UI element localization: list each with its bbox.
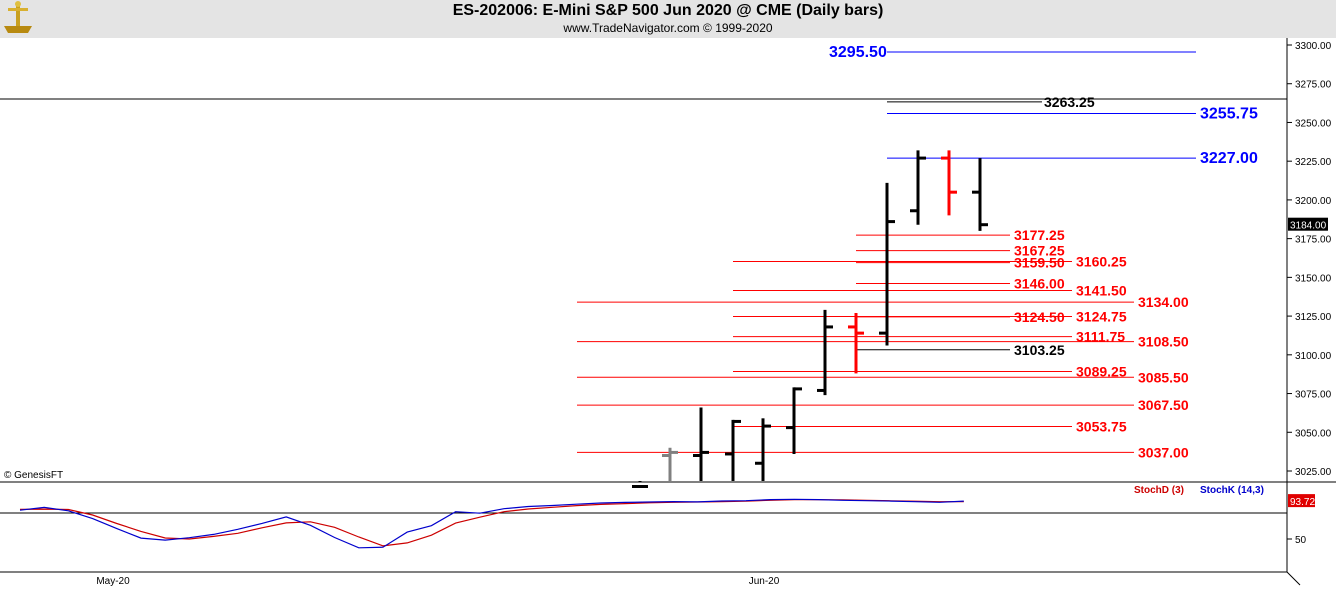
ohlc-bar (786, 387, 802, 454)
time-axis-label: May-20 (96, 576, 130, 587)
panel-borders (0, 38, 1336, 586)
stoch-k-legend: StochK (14,3) (1200, 485, 1264, 496)
genesis-logo-icon (4, 1, 32, 33)
level-label: 3124.75 (1076, 308, 1127, 324)
level-label: 3053.75 (1076, 418, 1127, 434)
time-axis: May-20 Jun-20 (96, 576, 779, 587)
ohlc-bar (662, 447, 678, 481)
level-label: 3227.00 (1200, 150, 1258, 167)
ohlc-bar (972, 158, 988, 231)
stochastic-panel: StochD (3) StochK (14,3) 50 93.72 (0, 485, 1315, 549)
price-tick-label: 3100.00 (1295, 351, 1332, 362)
price-tick-label: 3175.00 (1295, 235, 1332, 246)
level-label: 3085.50 (1138, 369, 1189, 385)
chart-header (0, 0, 1336, 38)
level-label: 3167.25 (1014, 243, 1065, 259)
price-axis: 3300.00 3275.00 3250.00 3225.00 3200.00 3175.… (1287, 41, 1332, 478)
ohlc-bar (632, 481, 648, 488)
stoch-last-value-box (1288, 494, 1315, 508)
price-tick-label: 3300.00 (1295, 41, 1332, 52)
last-price-label: 3184.00 (1290, 221, 1327, 232)
level-label: 3295.50 (829, 44, 887, 61)
price-tick-label: 3150.00 (1295, 273, 1332, 284)
price-tick-label: 3025.00 (1295, 467, 1332, 478)
level-label: 3134.00 (1138, 294, 1189, 310)
stoch-last-value-label: 93.72 (1290, 497, 1315, 508)
level-label: 3111.75 (1076, 329, 1125, 345)
level-label: 3108.50 (1138, 334, 1189, 350)
level-label: 3263.25 (1044, 94, 1095, 110)
price-tick-label: 3200.00 (1295, 196, 1332, 207)
ohlc-bar (879, 182, 895, 346)
ohlc-bar (848, 312, 864, 374)
stoch-d-legend: StochD (3) (1134, 485, 1184, 496)
level-label: 3141.50 (1076, 283, 1127, 299)
price-tick-label: 3050.00 (1295, 428, 1332, 439)
ohlc-bar (817, 309, 833, 396)
price-tick-label: 3250.00 (1295, 118, 1332, 129)
level-label: 3067.50 (1138, 397, 1189, 413)
price-bars (632, 150, 988, 488)
time-axis-label: Jun-20 (749, 576, 780, 587)
ohlc-bar (755, 418, 771, 481)
level-label: 3146.00 (1014, 276, 1065, 292)
level-label: 3103.25 (1014, 342, 1065, 358)
price-tick-label: 3125.00 (1295, 312, 1332, 323)
level-label: 3177.25 (1014, 227, 1065, 243)
last-price-box (1288, 217, 1328, 231)
ohlc-bar (725, 419, 741, 481)
ohlc-bar (941, 150, 957, 216)
price-levels: 3295.50 3263.25 3255.75 3227.00 3177.253167.… (577, 44, 1258, 460)
ohlc-bar (910, 150, 926, 225)
stoch-d-line (19, 499, 964, 547)
ohlc-bar (693, 407, 709, 481)
stoch-k-line (19, 498, 964, 549)
level-label: 3089.25 (1076, 363, 1127, 379)
price-tick-label: 3275.00 (1295, 80, 1332, 91)
watermark: © GenesisFT (4, 470, 63, 481)
stoch-tick-label: 50 (1295, 535, 1307, 546)
price-tick-label: 3075.00 (1295, 390, 1332, 401)
level-label: 3160.25 (1076, 253, 1127, 269)
chart-subtitle: www.TradeNavigator.com © 1999-2020 (563, 21, 773, 35)
price-tick-label: 3225.00 (1295, 157, 1332, 168)
chart-title: ES-202006: E-Mini S&P 500 Jun 2020 @ CME… (452, 2, 884, 19)
level-label: 3159.50 (1014, 255, 1065, 271)
level-label: 3255.75 (1200, 106, 1258, 123)
level-label: 3037.00 (1138, 444, 1189, 460)
